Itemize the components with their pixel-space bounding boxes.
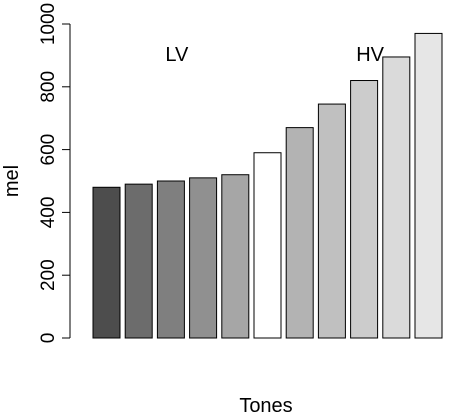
y-tick-label: 400 — [38, 197, 59, 229]
y-tick-label: 0 — [38, 333, 59, 344]
bars-group — [92, 32, 443, 339]
bar — [350, 80, 379, 339]
bar — [156, 180, 185, 339]
bar — [382, 56, 411, 339]
y-tick-label: 1000 — [38, 3, 59, 45]
bar — [189, 177, 218, 339]
annotation-label: LV — [165, 44, 189, 66]
y-axis-label: mel — [1, 165, 23, 197]
annotations-group: LV HV — [165, 44, 384, 66]
bar — [253, 152, 282, 339]
bar — [414, 32, 443, 339]
y-tick-label: 800 — [38, 71, 59, 103]
bar — [124, 183, 153, 339]
bar — [92, 186, 121, 339]
bar — [221, 174, 250, 339]
x-axis-label: Tones — [239, 395, 292, 414]
y-tick-label: 200 — [38, 259, 59, 291]
y-axis: 0 200 400 600 800 1000 — [38, 3, 71, 344]
bar — [317, 103, 346, 339]
bar — [285, 127, 314, 339]
y-tick-label: 600 — [38, 134, 59, 166]
annotation-label: HV — [356, 44, 384, 66]
